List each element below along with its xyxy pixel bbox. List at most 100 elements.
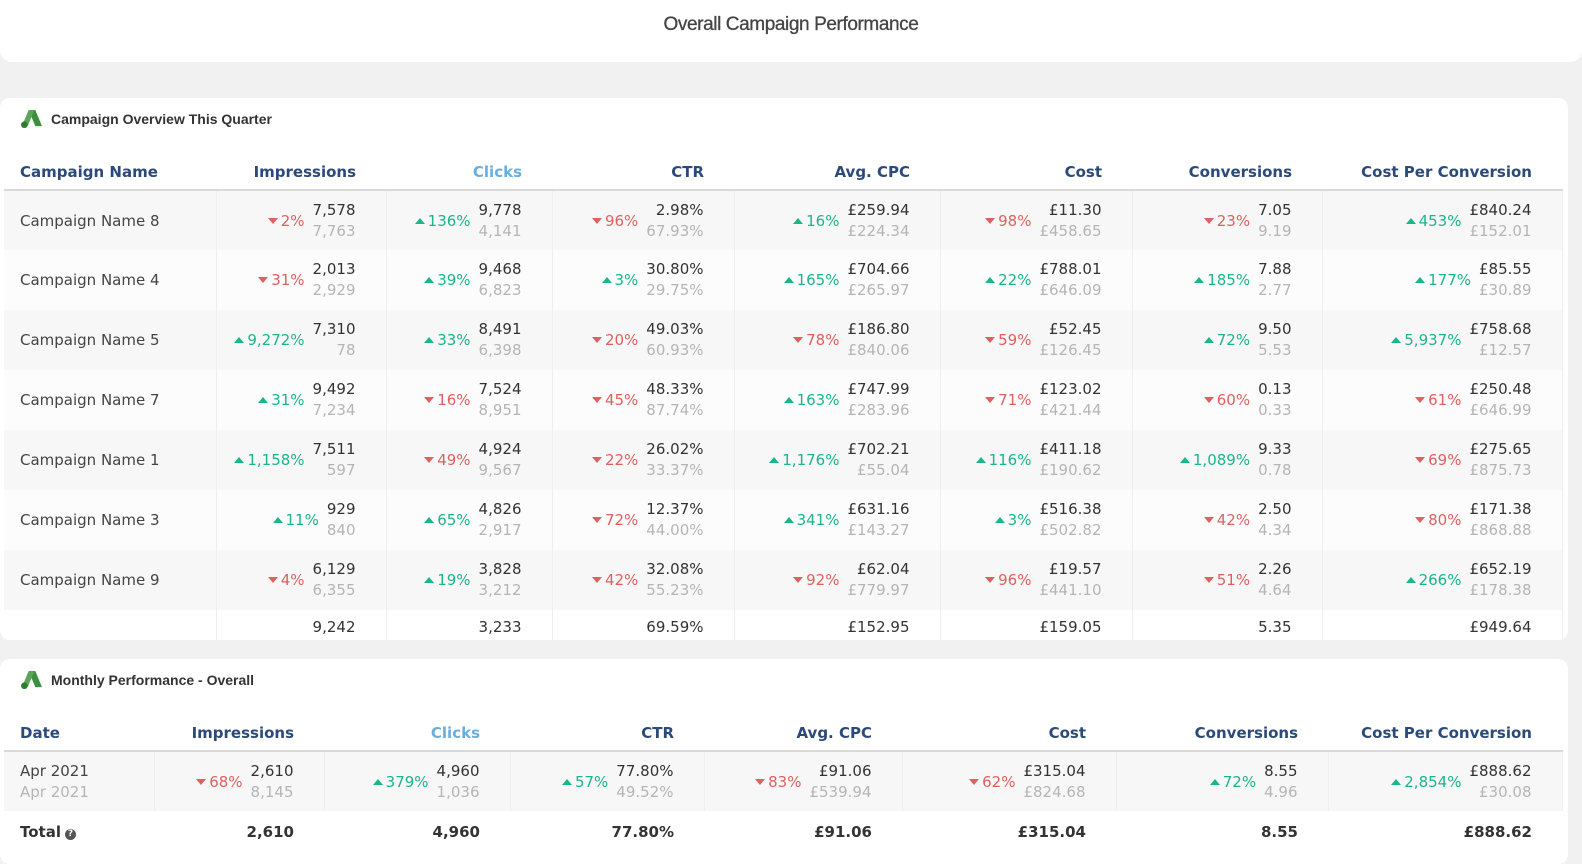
change-down: 4% (268, 571, 305, 589)
column-header[interactable]: Date (4, 716, 154, 752)
previous-value: 78 (336, 341, 356, 359)
change-down: 59% (985, 331, 1031, 349)
table-row[interactable]: Campaign Name 4 31% 2,013 2,929 39% 9,468 6,82… (4, 250, 1563, 310)
current-value: £631.16 (847, 500, 910, 518)
metric-values: 2.98% 67.93% (646, 200, 703, 242)
metric-values: 9.33 0.78 (1258, 439, 1291, 481)
column-header[interactable]: Clicks (386, 155, 552, 191)
metric-cell-content: 1,158% 7,511 597 (234, 439, 355, 481)
table-row[interactable]: Campaign Name 7 31% 9,492 7,234 16% 7,524 8,95… (4, 370, 1563, 430)
metric-values: 2,610 8,145 (251, 761, 294, 803)
previous-value: 6,823 (478, 281, 522, 299)
current-value: 9,778 (478, 200, 522, 219)
metric-values: 7,310 78 (313, 319, 356, 361)
metric-values: 7,524 8,951 (479, 379, 522, 421)
metric-cell: 62% £315.04 £824.68 (902, 751, 1117, 811)
metric-cell: 49% 4,924 9,567 (386, 430, 553, 490)
current-value: 9,468 (478, 260, 522, 278)
metric-values: 77.80% 49.52% (616, 761, 673, 803)
current-value: 7.88 (1258, 260, 1292, 278)
metric-values: 7.05 9.19 (1258, 200, 1291, 242)
change-up: 39% (424, 271, 470, 289)
metric-cell-content: 96% £19.57 £441.10 (985, 559, 1101, 601)
current-value: 9.33 (1258, 440, 1292, 458)
metric-cell: 83% £91.06 £539.94 (704, 751, 903, 811)
previous-value: £502.82 (1039, 521, 1102, 539)
change-up: 22% (985, 271, 1031, 289)
card-title: Campaign Overview This Quarter (20, 108, 272, 130)
change-down: 96% (592, 212, 638, 230)
metric-cell-content: 20% 49.03% 60.93% (592, 319, 704, 361)
metric-values: 12.37% 44.00% (646, 499, 703, 541)
metric-cell-content: 2% 7,578 7,763 (268, 200, 356, 242)
date-cell: Apr 2021 Apr 2021 (4, 751, 155, 811)
previous-value: 4,141 (478, 221, 522, 240)
current-value: £747.99 (847, 380, 910, 398)
campaign-name: Campaign Name 7 (4, 370, 217, 430)
column-header[interactable]: Cost Per Conversion (1328, 716, 1562, 752)
metric-cell-content: 16% £259.94 £224.34 (793, 200, 909, 242)
campaign-name: Campaign Name 9 (4, 550, 217, 610)
table-row[interactable]: Campaign Name 5 9,272% 7,310 78 33% 8,491 6,39… (4, 310, 1563, 370)
column-header[interactable]: Cost (902, 716, 1116, 752)
column-header[interactable]: Conversions (1132, 155, 1322, 191)
current-value: 12.37% (646, 500, 704, 518)
column-header[interactable]: Avg. CPC (734, 155, 940, 191)
metric-values: £702.21 £55.04 (847, 439, 909, 481)
metric-cell: 1,158% 7,511 597 (216, 430, 387, 490)
previous-value: 29.75% (646, 281, 704, 299)
current-value: £186.80 (847, 320, 910, 338)
change-up: 72% (1210, 773, 1256, 791)
metric-values: £704.66 £265.97 (847, 259, 909, 301)
column-header[interactable]: Impressions (154, 716, 324, 752)
current-value: £85.55 (1479, 260, 1532, 278)
table-row[interactable]: Campaign Name 9 4% 6,129 6,355 19% 3,828 3,212… (4, 550, 1563, 610)
metric-cell-content: 61% £250.48 £646.99 (1415, 379, 1531, 421)
change-down: 42% (592, 571, 638, 589)
metric-values: £315.04 £824.68 (1023, 761, 1085, 803)
metric-cell: 42% 32.08% 55.23% (552, 550, 735, 610)
metric-cell-content: 42% 2.50 4.34 (1204, 499, 1292, 541)
table-row[interactable]: Apr 2021 Apr 2021 68% 2,610 8,145 379% 4,960 1,… (4, 751, 1563, 811)
metric-values: 7,578 7,763 (313, 200, 356, 242)
metric-cell: 9,272% 7,310 78 (216, 310, 387, 370)
column-header[interactable]: Clicks (324, 716, 510, 752)
column-header[interactable]: Impressions (216, 155, 386, 191)
change-up: 57% (562, 773, 608, 791)
metric-cell-content: 83% £91.06 £539.94 (755, 761, 871, 803)
metric-cell: 3% 30.80% 29.75% (552, 250, 735, 310)
metric-cell: 136% 9,778 4,141 (386, 190, 553, 250)
previous-value: £30.89 (1479, 281, 1532, 299)
previous-value: 6,355 (312, 581, 356, 599)
table-row-partial[interactable]: 9,242 3,233 69.59% £152.95 £159.05 5.35 £949.6… (4, 610, 1563, 640)
column-header[interactable]: Conversions (1116, 716, 1328, 752)
table-row[interactable]: Campaign Name 3 11% 929 840 65% 4,826 2,917 72%… (4, 490, 1563, 550)
page-title: Overall Campaign Performance (663, 14, 919, 35)
google-ads-icon (21, 670, 42, 690)
current-value: £171.38 (1469, 500, 1532, 518)
previous-value: £283.96 (847, 401, 910, 419)
metric-values: £631.16 £143.27 (847, 499, 909, 541)
column-header[interactable]: Avg. CPC (704, 716, 902, 752)
column-header[interactable]: CTR (552, 155, 734, 191)
current-date: Apr 2021 (20, 761, 89, 780)
column-header[interactable]: CTR (510, 716, 704, 752)
previous-value: £30.08 (1479, 782, 1532, 801)
monthly-performance-card: Monthly Performance - Overall Date Impres… (0, 659, 1568, 864)
metric-cell-content: 177% £85.55 £30.89 (1415, 259, 1531, 301)
column-header[interactable]: Cost (940, 155, 1132, 191)
column-header[interactable]: Campaign Name (4, 155, 216, 191)
metric-values: 48.33% 87.74% (646, 379, 703, 421)
metric-values: 49.03% 60.93% (646, 319, 703, 361)
change-down: 96% (985, 571, 1031, 589)
column-header[interactable]: Cost Per Conversion (1322, 155, 1562, 191)
previous-value: £539.94 (809, 782, 872, 801)
previous-value: 44.00% (646, 521, 704, 539)
table-row[interactable]: Campaign Name 1 1,158% 7,511 597 49% 4,924 9,5… (4, 430, 1563, 490)
previous-value: 9.19 (1258, 221, 1292, 240)
current-value: 6,129 (312, 560, 356, 578)
metric-cell: 31% 2,013 2,929 (216, 250, 387, 310)
metric-values: 2.50 4.34 (1258, 499, 1291, 541)
info-icon[interactable]: ? (64, 829, 76, 840)
table-row[interactable]: Campaign Name 8 2% 7,578 7,763 136% 9,778 4,14… (4, 190, 1563, 250)
